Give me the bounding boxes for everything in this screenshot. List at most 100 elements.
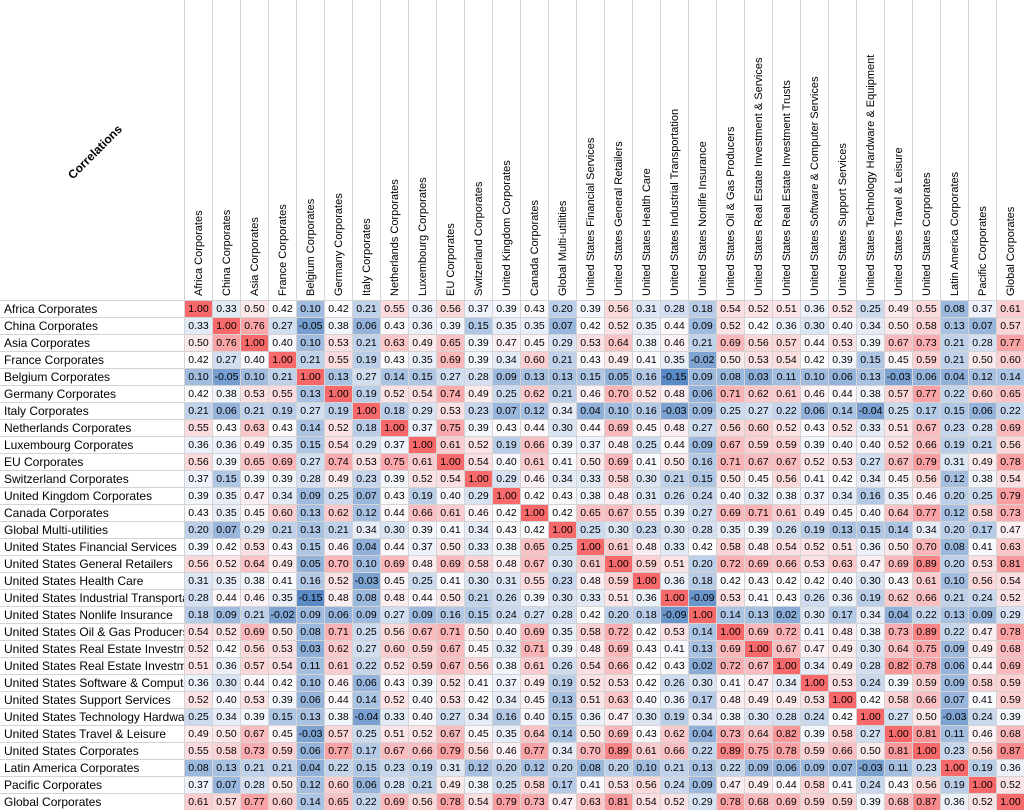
correlation-cell: 0.23 [464,402,492,419]
correlation-cell: 0.38 [212,385,240,402]
correlation-cell: 0.42 [324,300,352,317]
correlation-cell: 0.27 [352,368,380,385]
correlation-cell: 0.44 [408,589,436,606]
correlation-cell: 0.53 [436,691,464,708]
correlation-cell: 1.00 [408,436,436,453]
column-header: Luxembourg Corporates [408,0,436,300]
correlation-cell: 0.49 [464,385,492,402]
correlation-cell: 0.10 [604,402,632,419]
correlation-cell: 0.19 [940,436,968,453]
correlation-cell: 0.21 [548,351,576,368]
correlation-cell: 0.69 [996,419,1024,436]
column-header: United States Technology Hardware & Equi… [856,0,884,300]
correlation-cell: 0.44 [212,589,240,606]
correlation-cell: 0.75 [912,640,940,657]
correlation-cell: 0.49 [968,453,996,470]
correlation-cell: 0.48 [660,419,688,436]
column-header-text: United States Technology Hardware & Equi… [865,54,877,296]
correlation-cell: 0.40 [828,572,856,589]
row-header: Switzerland Corporates [0,470,184,487]
correlation-cell: 0.16 [632,402,660,419]
correlation-cell: 0.52 [632,385,660,402]
correlation-cell: 1.00 [240,334,268,351]
correlation-cell: 0.66 [660,742,688,759]
correlation-cell: 0.33 [464,538,492,555]
correlation-cell: 0.49 [408,334,436,351]
correlation-cell: 0.40 [632,691,660,708]
correlation-cell: 0.39 [576,300,604,317]
correlation-cell: 0.47 [716,776,744,793]
row-header: United States Corporates [0,742,184,759]
correlation-cell: 0.60 [268,793,296,810]
correlation-cell: 0.30 [856,640,884,657]
correlation-cell: 0.61 [436,504,464,521]
correlation-cell: 0.06 [212,402,240,419]
correlation-cell: 0.49 [828,657,856,674]
correlation-cell: 0.06 [688,385,716,402]
correlation-cell: 0.49 [240,436,268,453]
correlation-cell: 0.23 [352,470,380,487]
correlation-cell: 0.56 [464,657,492,674]
correlation-cell: 0.63 [240,419,268,436]
correlation-cell: 0.33 [212,300,240,317]
correlation-cell: 0.21 [660,759,688,776]
correlation-cell: 0.65 [996,385,1024,402]
column-header-text: United States Health Care [641,168,653,296]
correlation-cell: 0.22 [772,402,800,419]
correlation-cell: 0.04 [940,368,968,385]
correlation-cell: 0.13 [744,606,772,623]
correlation-cell: 0.69 [744,623,772,640]
correlation-cell: 0.73 [996,504,1024,521]
correlation-cell: 0.64 [884,640,912,657]
correlation-cell: -0.15 [296,589,324,606]
correlation-cell: 0.41 [716,674,744,691]
correlation-cell: 0.14 [828,402,856,419]
correlation-cell: 0.55 [912,300,940,317]
correlation-cell: 0.34 [688,708,716,725]
correlation-cell: 0.78 [716,793,744,810]
correlation-cell: 0.66 [604,657,632,674]
correlation-cell: 0.53 [240,385,268,402]
row-header: United States Travel & Leisure [0,725,184,742]
correlation-cell: 0.51 [660,555,688,572]
correlation-cell: 0.69 [380,555,408,572]
correlation-cell: 0.71 [716,385,744,402]
correlation-cell: 0.09 [688,436,716,453]
correlation-cell: 0.07 [492,402,520,419]
correlation-cell: 0.26 [772,521,800,538]
correlation-cell: 0.22 [716,759,744,776]
correlation-cell: 0.73 [240,742,268,759]
correlation-cell: 0.44 [800,334,828,351]
correlation-cell: 0.09 [688,776,716,793]
correlation-cell: 0.59 [912,351,940,368]
correlation-cell: 0.58 [800,776,828,793]
correlation-cell: 0.08 [296,623,324,640]
correlation-cell: 0.15 [296,538,324,555]
correlation-cell: 0.24 [968,589,996,606]
correlation-cell: 0.12 [940,470,968,487]
correlation-cell: 1.00 [996,793,1024,810]
correlation-cell: 0.41 [632,351,660,368]
correlation-cell: 0.36 [800,300,828,317]
correlation-cell: 0.33 [856,419,884,436]
correlation-cell: 0.50 [268,776,296,793]
correlation-cell: 0.32 [492,640,520,657]
correlation-cell: 0.10 [940,572,968,589]
correlation-cell: 0.19 [660,708,688,725]
correlation-cell: 0.46 [464,504,492,521]
correlation-cell: 0.38 [576,487,604,504]
correlation-cell: 0.56 [772,470,800,487]
correlation-cell: 0.25 [884,402,912,419]
correlation-cell: 0.41 [268,572,296,589]
correlation-cell: 0.26 [660,674,688,691]
correlation-cell: 0.59 [268,742,296,759]
correlation-cell: 0.54 [268,657,296,674]
correlation-cell: 0.18 [632,606,660,623]
correlation-cell: 0.30 [632,708,660,725]
correlation-cell: 0.20 [604,759,632,776]
correlation-cell: 0.54 [716,300,744,317]
correlation-cell: 0.43 [268,538,296,555]
column-header-text: United States General Retailers [613,141,625,296]
correlation-cell: 1.00 [380,419,408,436]
correlation-cell: 0.40 [716,487,744,504]
